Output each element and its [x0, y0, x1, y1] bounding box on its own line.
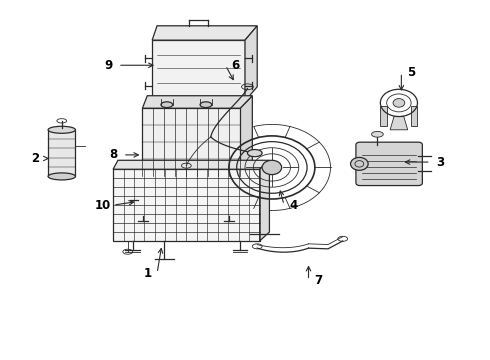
Text: 6: 6 [231, 59, 239, 72]
Polygon shape [260, 160, 270, 241]
Ellipse shape [262, 160, 282, 175]
Bar [113, 169, 260, 241]
Polygon shape [152, 26, 257, 40]
Polygon shape [48, 130, 75, 176]
FancyBboxPatch shape [356, 142, 422, 185]
Polygon shape [143, 96, 252, 108]
Text: 4: 4 [290, 199, 298, 212]
Text: 8: 8 [109, 148, 117, 161]
Ellipse shape [371, 131, 383, 137]
Ellipse shape [350, 157, 368, 170]
Polygon shape [113, 160, 270, 169]
Text: 7: 7 [314, 274, 322, 287]
Ellipse shape [48, 173, 75, 180]
Polygon shape [380, 107, 387, 126]
Bar [138, 184, 245, 216]
Ellipse shape [393, 99, 405, 107]
Text: 2: 2 [31, 152, 39, 165]
Bar [152, 40, 245, 101]
Polygon shape [245, 173, 255, 216]
Text: 9: 9 [104, 59, 112, 72]
Text: 5: 5 [407, 66, 415, 79]
Ellipse shape [247, 149, 262, 157]
Ellipse shape [48, 126, 75, 133]
Polygon shape [390, 117, 408, 130]
Text: 10: 10 [95, 199, 111, 212]
Polygon shape [245, 26, 257, 101]
Ellipse shape [200, 102, 212, 108]
Polygon shape [138, 173, 255, 184]
Ellipse shape [161, 102, 172, 108]
Bar [143, 108, 240, 176]
Polygon shape [411, 107, 417, 126]
Text: 1: 1 [143, 267, 151, 280]
Text: 3: 3 [437, 156, 444, 168]
Polygon shape [240, 96, 252, 176]
